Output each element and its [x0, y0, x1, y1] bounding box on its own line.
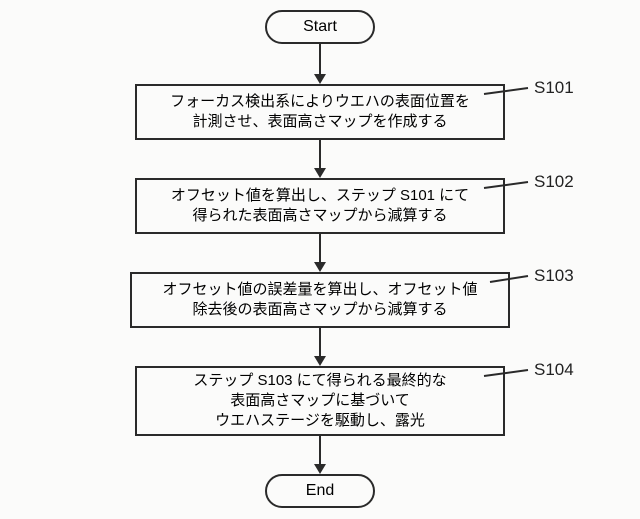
label-s104: S104: [534, 360, 574, 380]
step-s101-text: フォーカス検出系によりウエハの表面位置を 計測させ、表面高さマップを作成する: [170, 92, 470, 133]
step-s102: オフセット値を算出し、ステップ S101 にて 得られた表面高さマップから減算す…: [135, 178, 505, 234]
step-s102-text: オフセット値を算出し、ステップ S101 にて 得られた表面高さマップから減算す…: [171, 186, 469, 227]
step-s103: オフセット値の誤差量を算出し、オフセット値 除去後の表面高さマップから減算する: [130, 272, 510, 328]
terminal-start: Start: [265, 10, 375, 44]
step-s104: ステップ S103 にて得られる最終的な 表面高さマップに基づいて ウエハステー…: [135, 366, 505, 436]
terminal-start-text: Start: [303, 18, 337, 36]
connector-arrow: [312, 140, 328, 178]
connector-arrow: [312, 328, 328, 366]
connector-arrow: [312, 44, 328, 84]
terminal-end: End: [265, 474, 375, 508]
terminal-end-text: End: [306, 482, 334, 500]
connector-arrow: [312, 436, 328, 474]
label-s103: S103: [534, 266, 574, 286]
label-s101: S101: [534, 78, 574, 98]
step-s101: フォーカス検出系によりウエハの表面位置を 計測させ、表面高さマップを作成する: [135, 84, 505, 140]
connector-arrow: [312, 234, 328, 272]
step-s104-text: ステップ S103 にて得られる最終的な 表面高さマップに基づいて ウエハステー…: [193, 371, 446, 432]
step-s103-text: オフセット値の誤差量を算出し、オフセット値 除去後の表面高さマップから減算する: [162, 280, 477, 321]
label-s102: S102: [534, 172, 574, 192]
flowchart: Start フォーカス検出系によりウエハの表面位置を 計測させ、表面高さマップを…: [0, 0, 640, 519]
